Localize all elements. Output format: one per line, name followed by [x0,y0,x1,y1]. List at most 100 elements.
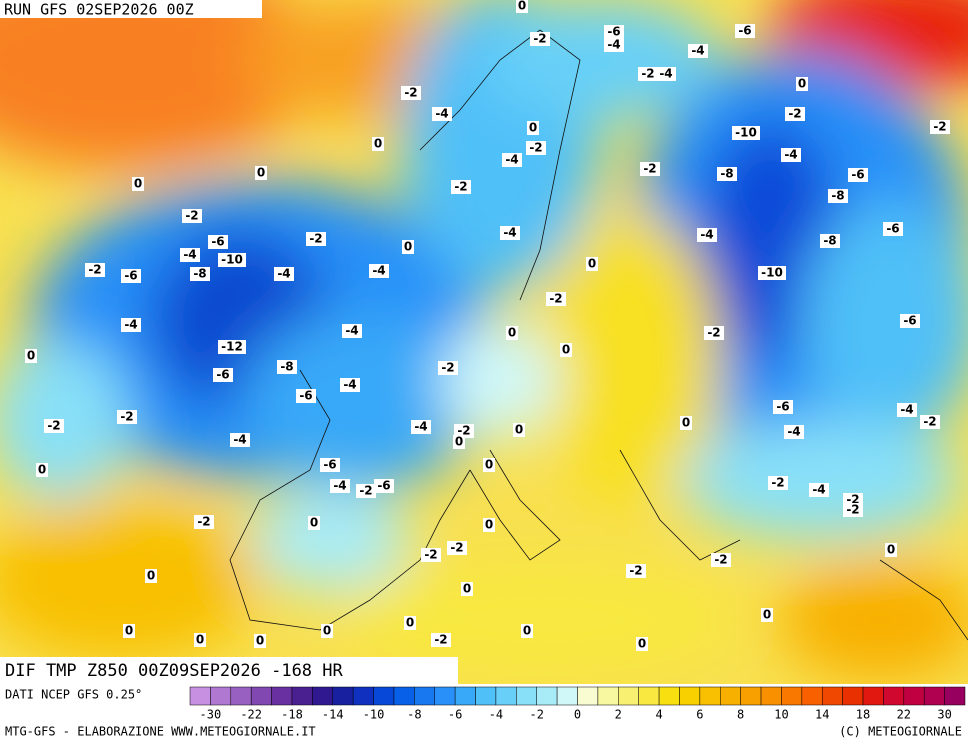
contour-label: -8 [831,189,844,203]
contour-label: -6 [211,235,224,249]
contour-label: -2 [771,476,784,490]
run-label: RUN GFS 02SEP2026 00Z [4,1,194,19]
map-field: 0-2 -6-4 -4-6-2 -4-2-40-2-200-2-4-10-4-2 -8-… [0,0,968,684]
contour-label: -2 [549,292,562,306]
contour-label-bg [820,234,840,248]
contour-label-bg [483,518,495,532]
legend-tick-label: -2 [529,708,543,722]
contour-label: 0 [463,582,471,596]
contour-label: -6 [216,368,229,382]
contour-label-bg [194,633,206,647]
contour-label-bg [680,416,692,430]
contour-label: 0 [406,616,414,630]
contour-label-bg [761,608,773,622]
contour-label-bg [900,314,920,328]
contour-label-bg [369,264,389,278]
contour-label: 0 [404,240,412,254]
contour-label-bg [180,248,200,262]
contour-label-bg [604,25,624,39]
legend-swatch [821,686,843,706]
legend-swatch [720,686,741,706]
contour-label: 0 [515,423,523,437]
contour-label: -2 [88,263,101,277]
contour-label: -12 [221,340,243,354]
legend-tick-label: 30 [937,708,951,722]
contour-label-bg [454,424,474,438]
contour-label: -6 [124,269,137,283]
contour-label: -2 [933,120,946,134]
contour-label: 0 [256,634,264,648]
contour-label: -2 [359,484,372,498]
contour-label-bg [526,141,546,155]
contour-label-bg [85,263,105,277]
contour-label-bg [521,624,533,638]
contour-label-bg [25,349,37,363]
source-label: DATI NCEP GFS 0.25° [5,688,142,702]
contour-label-bg [121,318,141,332]
contour-label: -4 [435,107,448,121]
contour-label-bg [277,360,297,374]
contour-label-bg [342,324,362,338]
contour-label-bg [636,637,648,651]
legend-swatch [352,686,374,706]
contour-label: -2 [309,232,322,246]
contour-label-bg [320,458,340,472]
contour-label-bg [784,425,804,439]
contour-label: -2 [707,326,720,340]
contour-label: -2 [441,361,454,375]
legend-tick-label: 10 [774,708,788,722]
contour-label-bg [781,148,801,162]
contour-label: -4 [372,264,385,278]
contour-label: -4 [124,318,137,332]
contour-label: 0 [798,77,806,91]
legend-swatch [638,686,660,706]
legend-swatch [699,686,721,706]
contour-label-bg [411,420,431,434]
contour-label: 0 [508,326,516,340]
contour-label: -2 [923,415,936,429]
contour-label: -4 [414,420,427,434]
contour-label-bg [453,435,465,449]
contour-label: 0 [134,177,142,191]
coastlines [229,29,968,641]
contour-label-bg [117,410,137,424]
contour-label: 0 [125,624,133,638]
contour-label: -10 [221,253,243,267]
legend-swatch [250,686,272,706]
contour-label-bg [306,232,326,246]
contour-label-bg [182,209,202,223]
legend-swatch [475,686,497,706]
contour-label: 0 [38,463,46,477]
legend-swatch [332,686,354,706]
legend-swatch [434,686,456,706]
contour-label: -6 [776,400,789,414]
contour-label-bg [213,368,233,382]
contour-label: -4 [343,378,356,392]
contour-label: -2 [450,541,463,555]
contour-label: -6 [377,479,390,493]
contour-label: -4 [900,403,913,417]
contour-label: 0 [455,435,463,449]
legend-swatch [781,686,803,706]
contour-label-bg [626,564,646,578]
contour-label-bg [506,326,518,340]
contour-label: 0 [523,624,531,638]
legend-swatch [454,686,476,706]
contour-label-bg [374,479,394,493]
legend-tick-label: -6 [448,708,462,722]
contour-label-bg [132,177,144,191]
contour-label: -8 [193,267,206,281]
contour-label: -6 [607,25,620,39]
contour-label: -4 [700,228,713,242]
contour-label: -2 [197,515,210,529]
contour-label: -2 [457,424,470,438]
legend-swatch [556,686,578,706]
legend-tick-label: -22 [240,708,262,722]
contour-label: -10 [761,266,783,280]
contour-label: 0 [374,137,382,151]
contour-label: -2 [454,180,467,194]
contour-label-bg [883,222,903,236]
contour-label: -4 [812,483,825,497]
contour-label-bg [732,126,760,140]
contour-label: -10 [735,126,757,140]
